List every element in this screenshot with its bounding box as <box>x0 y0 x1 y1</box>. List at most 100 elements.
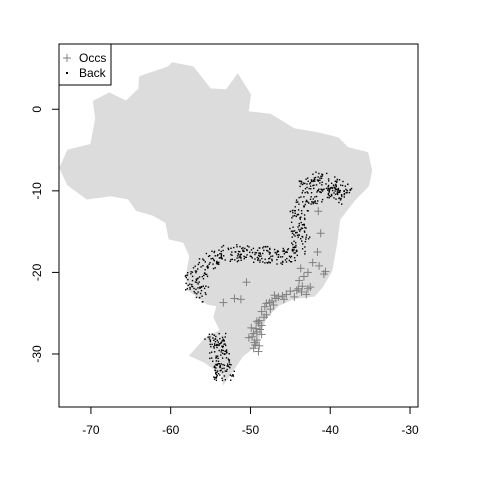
back-point <box>280 256 282 258</box>
back-point <box>227 247 229 249</box>
back-point <box>327 178 330 180</box>
back-point <box>191 286 194 288</box>
back-point <box>321 181 323 183</box>
back-point <box>265 246 267 248</box>
back-point <box>205 285 207 287</box>
back-point <box>222 345 224 347</box>
back-point <box>230 258 232 261</box>
back-point <box>309 185 312 187</box>
back-points-layer <box>184 171 353 382</box>
back-point <box>331 189 334 192</box>
back-point <box>339 191 341 194</box>
back-point <box>275 252 277 254</box>
back-point <box>306 183 308 185</box>
back-point <box>203 274 205 277</box>
back-point <box>207 255 210 258</box>
back-point <box>257 258 259 261</box>
back-point <box>255 252 258 254</box>
back-point <box>226 368 228 371</box>
back-point <box>307 192 309 194</box>
back-point <box>191 275 194 278</box>
back-point <box>227 363 229 365</box>
back-point <box>328 190 330 192</box>
back-point <box>217 373 220 375</box>
back-point <box>302 183 304 186</box>
occs-point <box>299 272 308 281</box>
occs-point <box>219 298 228 307</box>
back-point <box>338 197 340 200</box>
back-point <box>219 370 221 372</box>
back-point <box>221 371 224 373</box>
back-point <box>225 357 228 359</box>
back-point <box>271 260 273 262</box>
occs-point <box>248 332 257 341</box>
back-point <box>243 258 245 260</box>
back-point <box>304 231 306 233</box>
back-point <box>349 189 351 191</box>
back-point <box>314 200 316 202</box>
back-point <box>213 334 215 336</box>
back-point <box>292 215 294 217</box>
back-point <box>246 254 248 256</box>
occs-point <box>252 317 261 326</box>
back-point <box>218 343 220 345</box>
back-point <box>283 250 285 252</box>
back-point <box>333 192 335 194</box>
back-point <box>236 255 239 257</box>
back-point <box>216 370 219 372</box>
back-point <box>304 188 307 190</box>
back-point <box>197 287 199 289</box>
back-point <box>212 360 214 362</box>
back-point <box>337 193 339 196</box>
back-point <box>209 336 211 338</box>
back-point <box>342 180 344 183</box>
back-point <box>300 227 303 229</box>
back-point <box>198 281 200 283</box>
back-point <box>213 343 216 345</box>
back-point <box>313 177 316 179</box>
back-point <box>277 250 280 253</box>
occs-point <box>308 258 317 267</box>
back-point <box>207 265 209 267</box>
back-point <box>229 260 231 262</box>
occs-point <box>296 264 305 273</box>
back-point <box>263 249 265 252</box>
back-point <box>209 340 212 343</box>
back-point <box>259 261 261 263</box>
back-point <box>258 252 260 254</box>
back-point <box>207 286 210 288</box>
back-point <box>218 261 220 264</box>
back-point <box>205 252 208 255</box>
back-point <box>220 351 222 353</box>
occs-point <box>303 268 312 277</box>
back-point <box>210 346 212 348</box>
back-point <box>217 261 219 264</box>
back-point <box>330 182 333 184</box>
back-point <box>224 379 226 381</box>
back-point <box>335 198 337 200</box>
back-point <box>339 189 341 192</box>
occs-point <box>270 291 279 300</box>
back-point <box>256 256 259 259</box>
back-point <box>300 221 302 224</box>
back-point <box>200 289 203 292</box>
back-point <box>222 349 224 352</box>
back-point <box>304 246 306 248</box>
back-point <box>213 366 215 368</box>
back-point <box>339 199 342 201</box>
back-point <box>288 255 291 257</box>
occs-point <box>269 301 278 310</box>
back-point <box>299 230 301 232</box>
occs-point <box>247 323 256 332</box>
back-point <box>212 337 214 339</box>
back-point <box>307 201 309 203</box>
occs-point <box>260 313 269 322</box>
back-point <box>334 180 336 182</box>
back-point <box>212 257 214 260</box>
back-point <box>301 240 303 242</box>
back-point <box>216 344 219 346</box>
back-point <box>230 364 232 366</box>
back-point <box>215 372 217 374</box>
back-point <box>256 249 259 252</box>
back-point <box>301 192 303 194</box>
